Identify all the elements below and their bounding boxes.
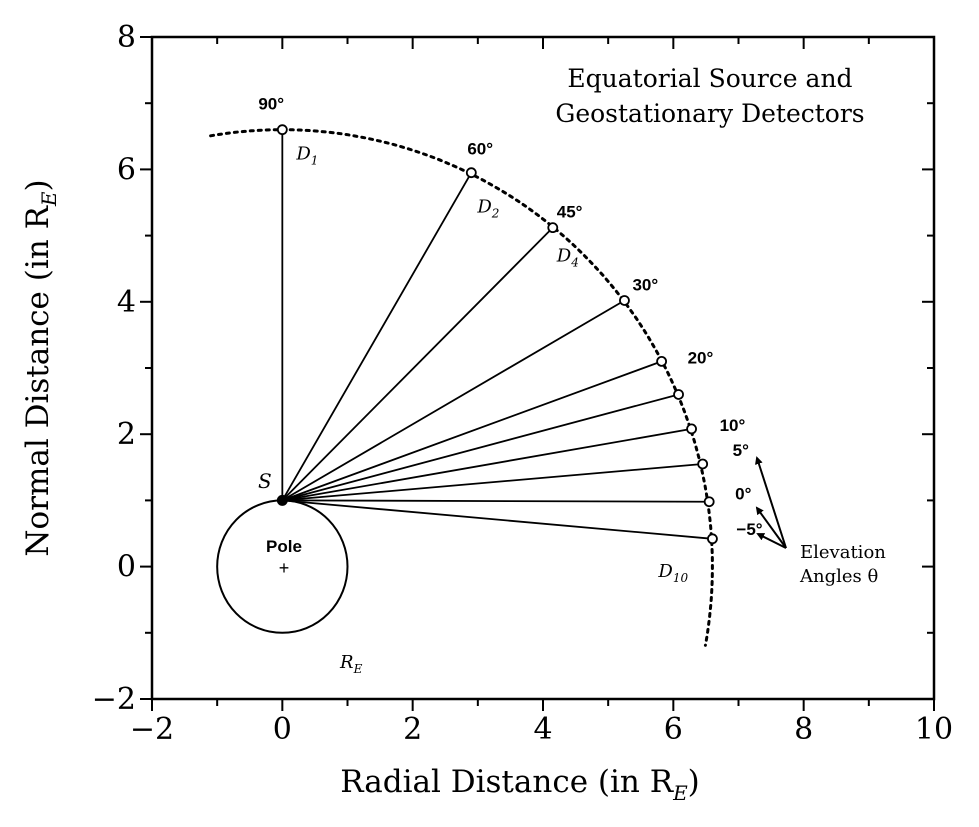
elevation-angle-label: −5°	[736, 520, 762, 539]
chart-title-line-1: Equatorial Source and	[567, 64, 852, 93]
x-tick-label: −2	[130, 712, 174, 747]
sight-line	[282, 499, 713, 540]
x-tick-label: 10	[915, 712, 953, 747]
detector-name-label: D1	[295, 144, 318, 168]
detector-marker	[697, 458, 709, 470]
sight-line	[281, 172, 473, 501]
y-tick-label: 2	[117, 417, 136, 452]
pole-label: Pole	[266, 537, 302, 556]
detector-name-label: D4	[556, 246, 579, 270]
sight-line	[282, 428, 692, 502]
detectors	[276, 124, 718, 545]
x-tick-label: 6	[664, 712, 683, 747]
detector-marker	[619, 295, 630, 306]
plot-frame	[150, 35, 936, 701]
elevation-arrow	[755, 506, 787, 549]
plot-border	[150, 35, 936, 701]
detector-marker	[673, 389, 684, 400]
elevation-angle-label: 10°	[720, 416, 746, 435]
elevation-angle-label: 90°	[258, 95, 284, 114]
sight-line	[282, 499, 710, 503]
detector-marker	[703, 496, 715, 508]
source-label: S	[258, 469, 272, 493]
y-tick-label: 0	[117, 550, 136, 585]
elevation-angle-label: 30°	[632, 275, 658, 294]
pole-center-mark: +	[279, 558, 290, 578]
detector-marker	[656, 355, 668, 367]
y-tick-label: −2	[92, 682, 136, 717]
detector-marker	[547, 222, 559, 234]
elevation-angle-label: 45°	[557, 203, 583, 222]
axis-ticks	[140, 36, 935, 711]
y-tick-label: 4	[117, 285, 136, 320]
sight-line	[281, 227, 554, 502]
elevation-arrows	[755, 456, 787, 549]
chart-title-line-2: Geostationary Detectors	[555, 99, 864, 128]
elevation-angle-label: 60°	[467, 140, 493, 159]
tick-labels: −2 0 2 4 6 8 10 −2 0 2 4 6 8	[92, 20, 953, 747]
sight-line	[282, 360, 662, 502]
elevation-note-line-2: Angles θ	[799, 566, 878, 587]
detector-labels: 90° D1 60° D2 45° D4 30° 20° 10° 5° 0° −5° D10	[258, 95, 762, 585]
elevation-note-line-1: Elevation	[800, 542, 886, 563]
y-axis-title: Normal Distance (in RE)	[20, 179, 61, 556]
elevation-angle-label: 5°	[733, 441, 749, 460]
x-tick-label: 0	[273, 712, 292, 747]
elevation-arrow	[756, 533, 787, 549]
x-tick-label: 4	[533, 712, 552, 747]
elevation-angle-label: 20°	[688, 348, 714, 367]
elevation-angle-label: 0°	[735, 485, 751, 504]
y-tick-label: 6	[117, 152, 136, 187]
x-tick-label: 2	[403, 712, 422, 747]
detector-name-label: D10	[657, 561, 688, 585]
detector-name-label: D2	[476, 197, 499, 221]
source-dot	[276, 494, 288, 506]
sight-line	[282, 393, 679, 502]
x-axis-title: Radial Distance (in RE)	[340, 764, 700, 805]
detector-marker	[686, 423, 697, 435]
x-tick-label: 8	[794, 712, 813, 747]
detector-marker	[276, 124, 288, 136]
y-tick-label: 8	[117, 20, 136, 55]
detector-marker	[707, 533, 718, 545]
earth-radius-label: RE	[339, 652, 363, 676]
earth-group	[216, 494, 349, 634]
sight-line	[282, 463, 703, 502]
detector-marker	[465, 167, 477, 179]
sight-line	[281, 299, 625, 502]
sight-lines	[281, 129, 713, 540]
elevation-arrow	[755, 456, 787, 549]
